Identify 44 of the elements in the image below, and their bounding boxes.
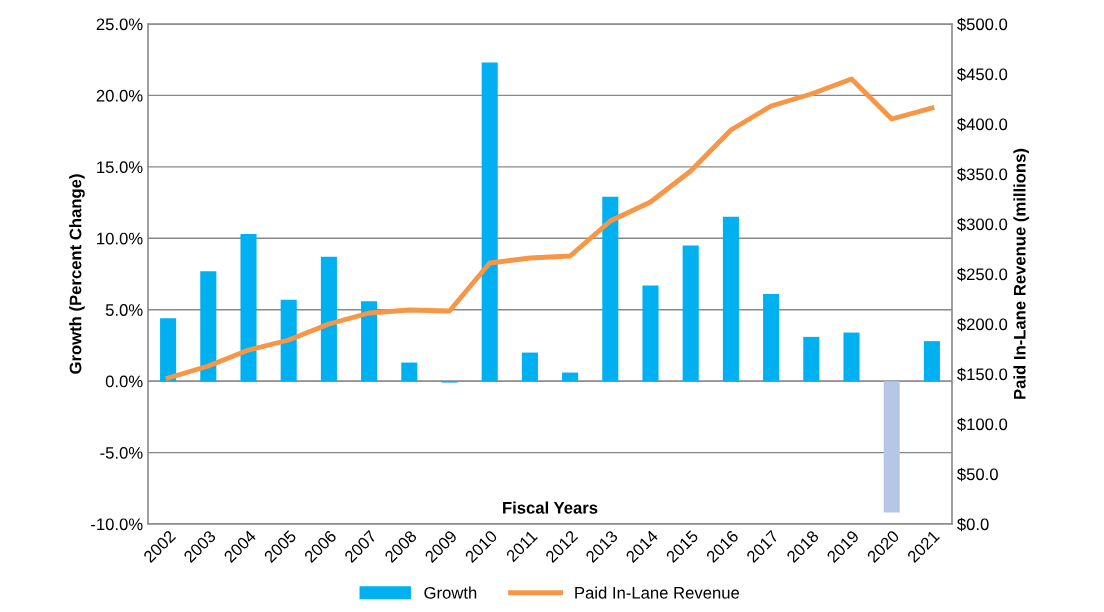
y-tick-label: 0.0% bbox=[105, 375, 143, 388]
bar bbox=[642, 285, 659, 382]
y2-tick-label: $0.0 bbox=[957, 517, 989, 532]
legend-label: Paid In-Lane Revenue bbox=[575, 586, 740, 599]
bar bbox=[722, 216, 739, 382]
bar bbox=[923, 341, 940, 382]
bar bbox=[602, 196, 619, 382]
legend-label: Growth bbox=[424, 586, 477, 599]
bar bbox=[521, 352, 538, 382]
bar bbox=[361, 301, 378, 382]
y2-tick-label: $450.0 bbox=[957, 67, 1008, 82]
y2-tick-label: $400.0 bbox=[957, 117, 1008, 132]
y2-tick-label: $250.0 bbox=[957, 267, 1008, 282]
y-tick-label: -5.0% bbox=[100, 446, 143, 459]
line-series bbox=[165, 76, 935, 381]
y2-tick-label: $500.0 bbox=[957, 17, 1008, 32]
bar bbox=[562, 372, 579, 382]
bar bbox=[320, 256, 337, 382]
y-tick-label: 5.0% bbox=[105, 304, 143, 316]
y2-tick-label: $100.0 bbox=[957, 417, 1008, 432]
bar bbox=[401, 362, 418, 382]
y-axis-title: Growth (Percent Change) bbox=[69, 174, 85, 374]
y-tick-label: 20.0% bbox=[96, 89, 143, 102]
bar bbox=[763, 294, 780, 382]
y-tick-label: 25.0% bbox=[96, 18, 143, 31]
y2-tick-label: $200.0 bbox=[957, 317, 1008, 332]
y2-tick-label: $50.0 bbox=[957, 467, 998, 482]
x-axis-title: Fiscal Years bbox=[503, 501, 598, 514]
bar bbox=[682, 245, 699, 382]
y-tick-label: 10.0% bbox=[97, 232, 143, 245]
y-tick-label: -10.0% bbox=[91, 518, 143, 531]
bar bbox=[200, 271, 217, 382]
bar bbox=[240, 234, 257, 382]
bar bbox=[803, 336, 820, 382]
bar bbox=[843, 332, 860, 382]
y2-tick-label: $150.0 bbox=[957, 367, 1008, 382]
bar bbox=[160, 318, 177, 382]
y2-axis-title: Paid In-Lane Revenue (millions) bbox=[1013, 148, 1029, 399]
y-tick-label: 15.0% bbox=[97, 161, 143, 174]
bar bbox=[883, 381, 900, 513]
bar bbox=[280, 299, 297, 382]
y2-tick-label: $350.0 bbox=[957, 167, 1008, 182]
y2-tick-label: $300.0 bbox=[957, 217, 1008, 232]
bar bbox=[481, 62, 498, 382]
